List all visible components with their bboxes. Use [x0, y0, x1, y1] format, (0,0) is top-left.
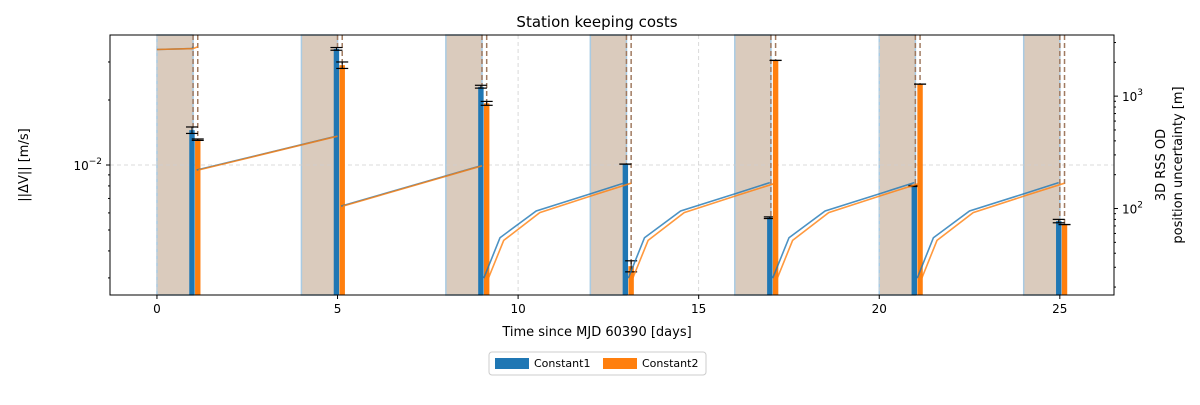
legend-swatch-constant1	[495, 358, 529, 369]
uncertainty-curve	[771, 181, 915, 279]
x-tick-label: 0	[153, 302, 161, 316]
bar-constant1	[189, 130, 195, 295]
bar-constant1	[333, 48, 340, 296]
x-tick-label: 15	[691, 302, 706, 316]
bar-constant1	[911, 185, 917, 295]
uncertainty-curve	[485, 182, 632, 283]
uncertainty-curve	[483, 181, 626, 279]
y-axis-label: ||ΔV|| [m/s]	[17, 128, 32, 201]
uncertainty-curve	[630, 182, 776, 283]
legend-swatch-constant2	[603, 358, 637, 369]
bar-constant1	[622, 164, 629, 295]
bar-constant1	[478, 86, 484, 295]
uncertainty-curve	[342, 165, 483, 207]
uncertainty-curve	[919, 182, 1065, 283]
legend: Constant1 Constant2	[488, 351, 707, 376]
legend-frame	[488, 351, 707, 376]
y2-axis-label-line2: position uncertainty [m]	[1171, 86, 1186, 243]
y2-tick-label: 102	[1122, 201, 1143, 217]
x-tick-label: 10	[510, 302, 525, 316]
x-tick-label: 5	[334, 302, 342, 316]
x-tick-label: 20	[872, 302, 887, 316]
axis-ticks: 0 5 10 15 20 25 10−2 102 103	[73, 42, 1143, 316]
bar-constant1	[1056, 221, 1062, 295]
y-tick-label: 10−2	[73, 157, 102, 173]
uncertainty-curve	[916, 181, 1059, 279]
plot-area	[110, 34, 1114, 296]
x-axis-label: Time since MJD 60390 [days]	[501, 325, 691, 340]
bar-constant2	[483, 103, 490, 295]
bar-constant2	[1061, 224, 1068, 295]
chart-title: Station keeping costs	[516, 13, 677, 31]
uncertainty-curve	[198, 135, 338, 171]
y2-tick-label: 103	[1122, 88, 1143, 104]
legend-label-constant2: Constant2	[642, 357, 698, 370]
legend-label-constant1: Constant1	[534, 357, 590, 370]
uncertainty-curve	[627, 181, 771, 279]
bar-constant1	[767, 217, 773, 295]
bar-constant2	[772, 60, 779, 295]
y2-axis-label-line1: 3D RSS OD	[1154, 129, 1169, 201]
bar-constant2	[195, 139, 201, 295]
uncertainty-curve	[156, 46, 199, 51]
bar-constant2	[339, 65, 345, 296]
uncertainty-curve	[774, 182, 921, 283]
bar-constant2	[917, 84, 923, 296]
x-tick-label: 25	[1052, 302, 1067, 316]
